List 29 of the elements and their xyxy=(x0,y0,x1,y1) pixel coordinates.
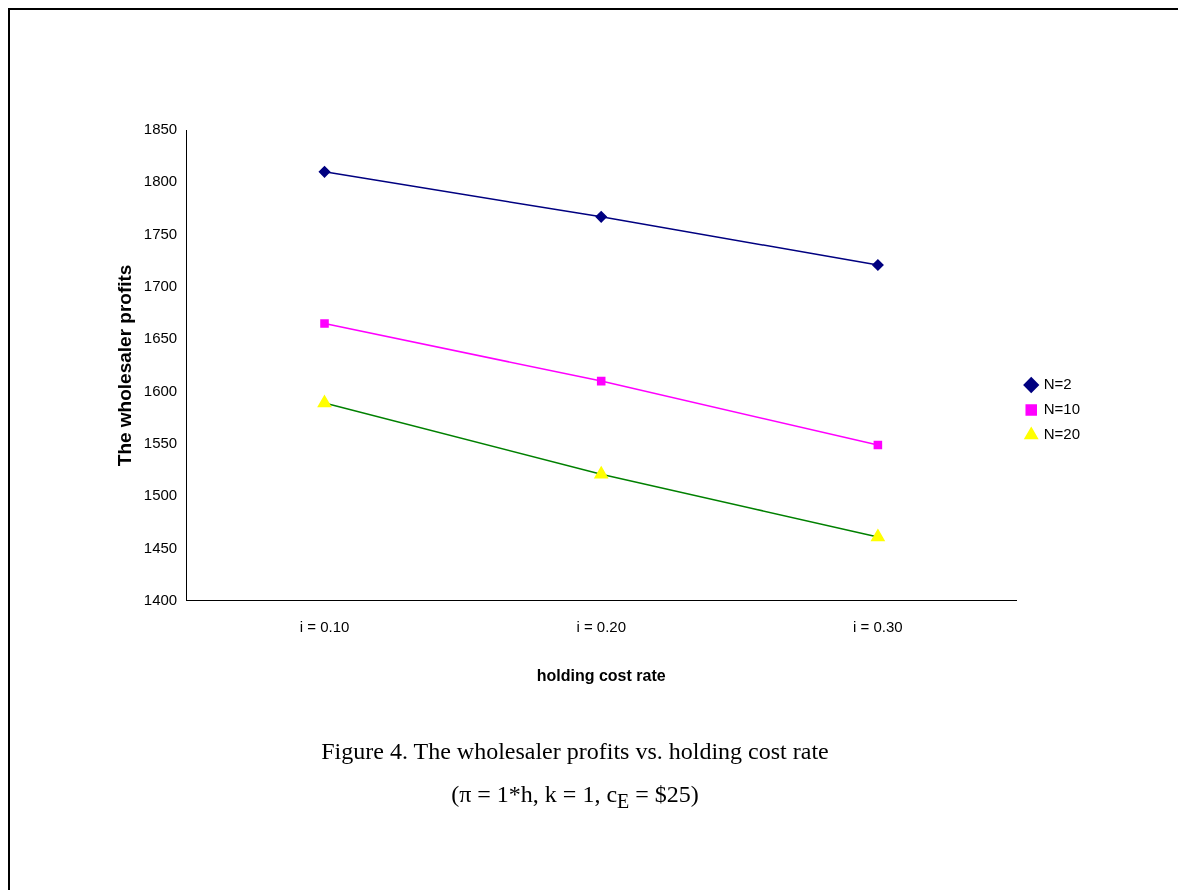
point xyxy=(320,319,329,328)
y-tick-label: 1750 xyxy=(143,224,178,242)
y-tick-label: 1450 xyxy=(143,538,178,556)
point xyxy=(596,376,606,386)
y-tick-label: 1500 xyxy=(143,486,178,504)
y-tick-label: 1700 xyxy=(143,277,178,295)
y-tick-label: 1850 xyxy=(143,120,178,138)
y-tick-label: 1550 xyxy=(143,434,178,452)
y-axis-title: The wholesaler profits xyxy=(113,264,135,467)
point xyxy=(871,529,885,542)
text: (π = 1*h, k = 1, c$_{E}$ = $25) xyxy=(450,781,700,813)
y-tick-label: 1400 xyxy=(143,590,178,608)
y-tick-label: 1800 xyxy=(143,172,178,190)
legend-label: N=10 xyxy=(1043,400,1080,418)
legend-label: N=20 xyxy=(1043,425,1080,443)
x-tick-label: i = 0.30 xyxy=(853,617,903,635)
x-tick-label: i = 0.20 xyxy=(576,617,627,635)
point xyxy=(594,466,609,479)
y-tick-label: 1650 xyxy=(143,329,178,347)
x-axis-title: holding cost rate xyxy=(536,666,666,684)
point xyxy=(595,211,607,223)
legend-label: N=2 xyxy=(1043,375,1072,393)
caption: Figure 4. The wholesaler profits vs. holding cost rate xyxy=(320,738,830,765)
point xyxy=(318,166,331,178)
point xyxy=(872,259,884,271)
point xyxy=(873,440,883,450)
x-tick-label: i = 0.10 xyxy=(299,617,350,635)
y-tick-label: 1600 xyxy=(143,381,178,399)
point xyxy=(317,395,332,408)
